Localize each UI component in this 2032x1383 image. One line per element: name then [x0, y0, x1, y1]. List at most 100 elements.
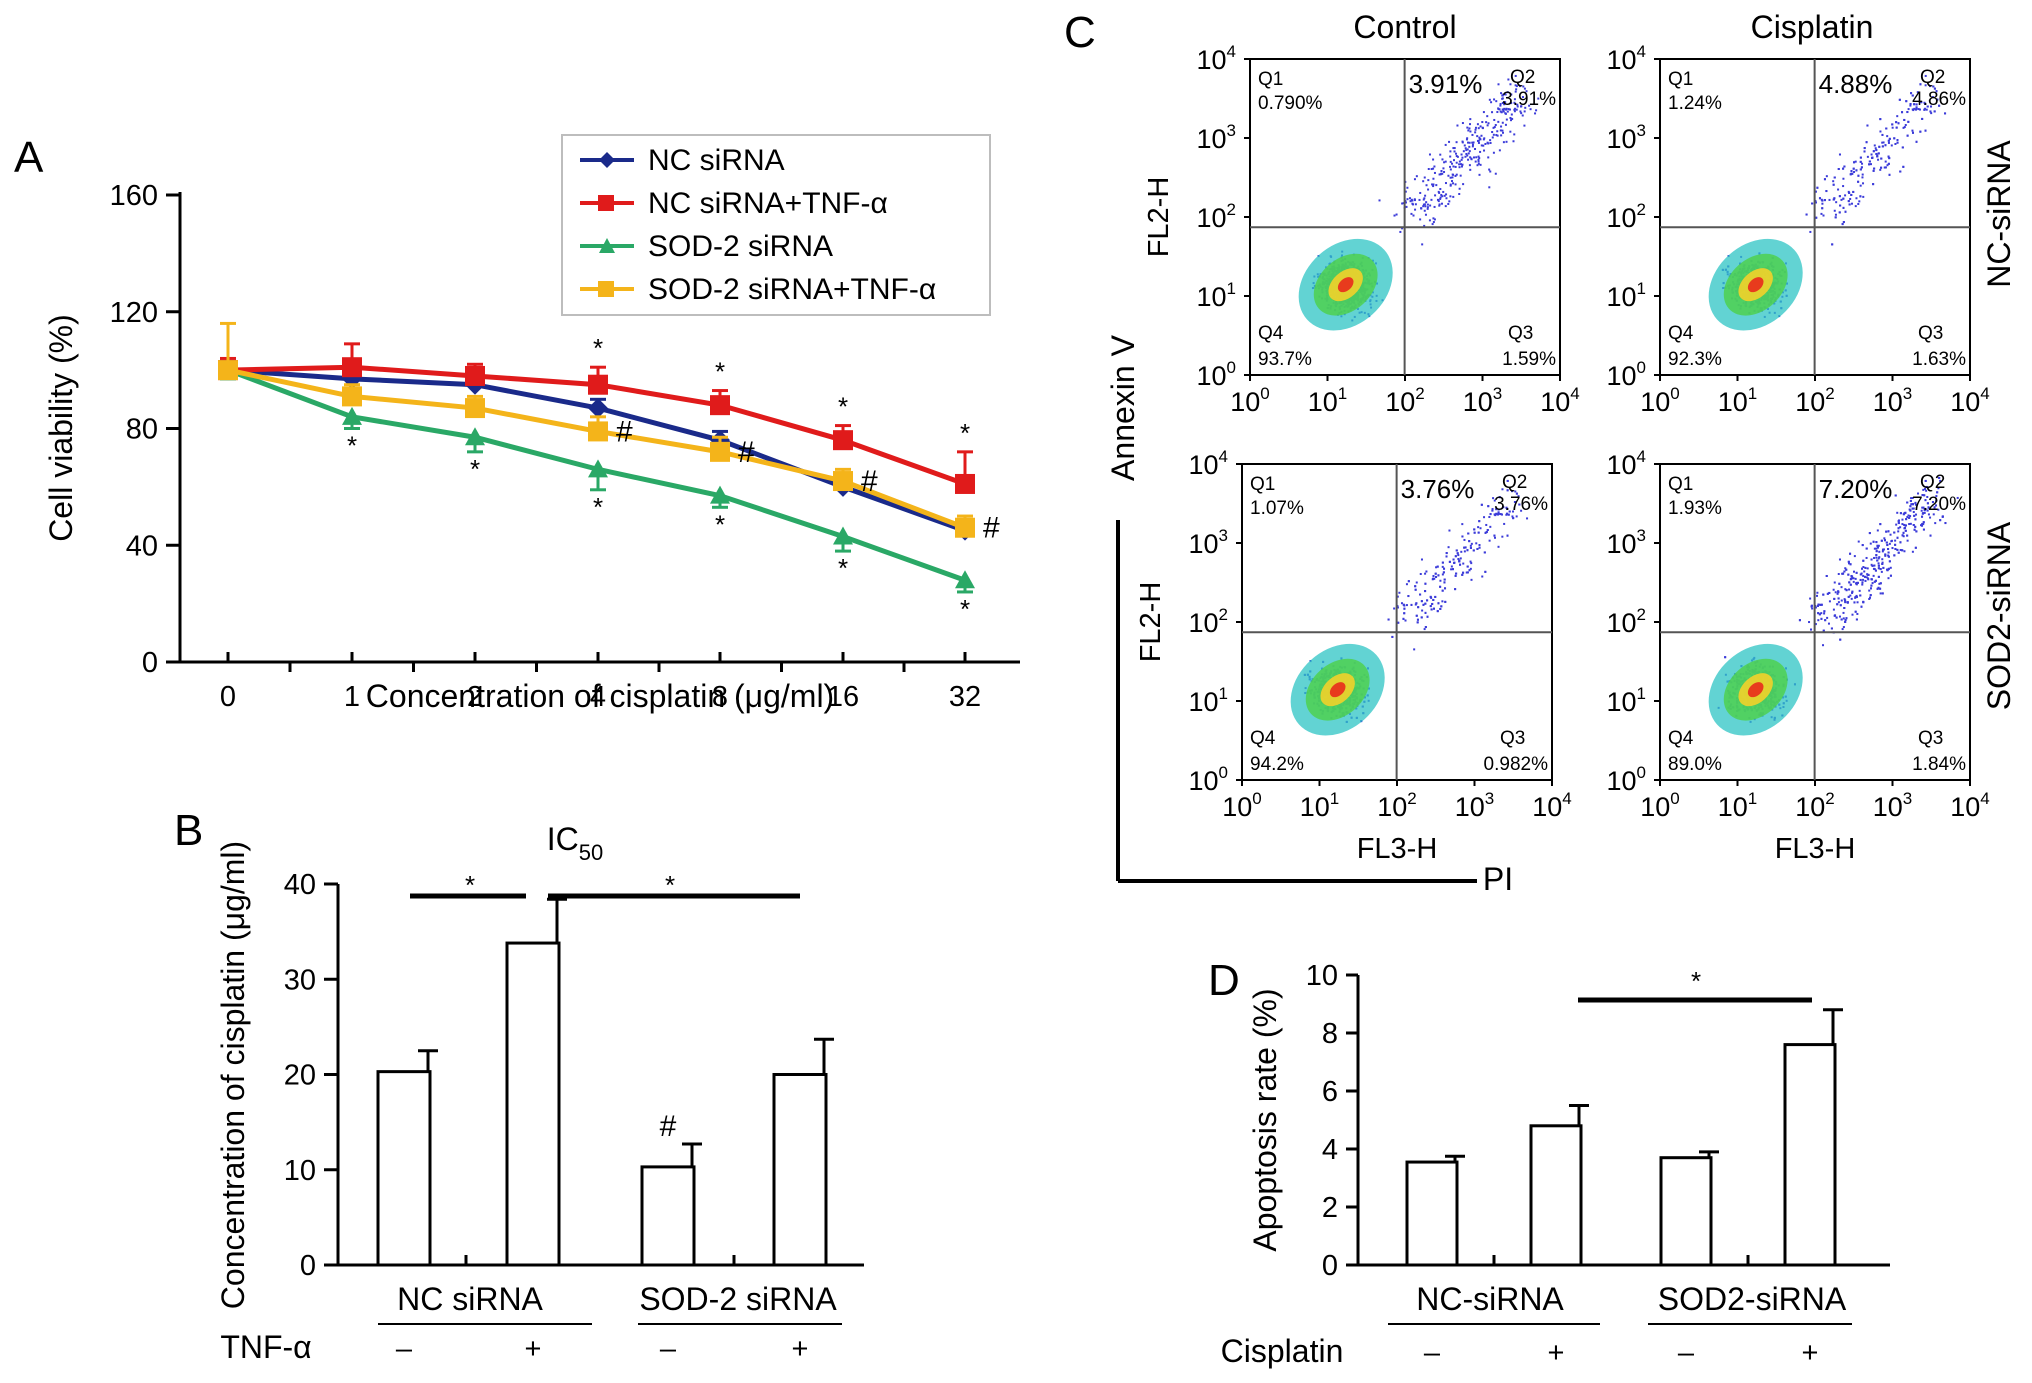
panel-c-event-dot — [1881, 145, 1884, 148]
panel-c-event-dot — [1853, 170, 1856, 173]
panel-c-event-dot — [1469, 546, 1472, 549]
panel-c-tick-exp: 4 — [1562, 789, 1571, 808]
panel-c-event-dot — [1470, 157, 1473, 160]
panel-c-event-dot — [1496, 130, 1499, 133]
panel-a-point — [588, 398, 608, 419]
panel-c-event-dot — [1879, 168, 1882, 171]
panel-c-event-dot — [1837, 168, 1840, 171]
panel-c-event-dot — [1484, 142, 1487, 145]
panel-c-event-dot — [1832, 608, 1835, 611]
panel-c-event-dot — [1883, 537, 1886, 540]
panel-a-legend-label: NC siRNA — [648, 144, 785, 177]
panel-c-event-dot — [1461, 523, 1464, 526]
panel-c-event-dot — [1452, 558, 1455, 561]
panel-c-event-dot — [1521, 114, 1524, 117]
panel-c-event-dot — [1821, 202, 1824, 205]
panel-c-event-dot — [1525, 90, 1528, 93]
panel-c-q4-value: 92.3% — [1668, 349, 1722, 370]
panel-c-x-tick-label: 102 — [1385, 384, 1425, 417]
panel-c-event-dot — [1509, 116, 1512, 119]
panel-c-event-dot — [1485, 523, 1488, 526]
panel-c-event-dot — [1433, 577, 1436, 580]
panel-c-event-dot — [1501, 94, 1504, 97]
panel-c-event-dot — [1426, 206, 1429, 209]
panel-c-x-tick-label: 103 — [1463, 384, 1503, 417]
panel-c-event-dot — [1504, 123, 1507, 126]
panel-b-y-tick-label: 10 — [284, 1155, 316, 1187]
panel-c-event-dot — [1841, 223, 1844, 226]
panel-a-hash: # — [861, 465, 878, 498]
panel-a-star: * — [593, 333, 603, 363]
panel-c-event-dot — [1422, 205, 1425, 208]
panel-c-event-dot — [1515, 108, 1518, 111]
panel-c-event-dot — [1482, 138, 1485, 141]
panel-c-event-dot — [1413, 648, 1416, 651]
panel-c-event-dot — [1429, 605, 1432, 608]
panel-c-event-dot — [1859, 184, 1862, 187]
panel-c-event-dot — [1460, 165, 1463, 168]
panel-c-event-dot — [1439, 607, 1442, 610]
panel-c-event-dot — [1428, 153, 1431, 156]
panel-b-treatment-sign: – — [660, 1333, 677, 1365]
panel-c-event-dot — [1920, 509, 1923, 512]
panel-c-event-dot — [1414, 588, 1417, 591]
panel-c-event-dot — [1832, 180, 1835, 183]
panel-c-event-dot — [1426, 207, 1429, 210]
panel-c-event-dot — [1455, 572, 1458, 575]
panel-c-event-dot — [1491, 131, 1494, 134]
panel-c-event-dot — [1480, 134, 1483, 137]
panel-c-event-dot — [1472, 549, 1475, 552]
panel-c-event-dot — [1423, 197, 1426, 200]
panel-c-event-dot — [1440, 605, 1443, 608]
panel-b-bar — [772, 1073, 828, 1267]
panel-c-event-dot — [1881, 550, 1884, 553]
panel-c-event-dot — [1432, 158, 1435, 161]
panel-c-event-dot — [1489, 170, 1492, 173]
panel-c-event-dot — [1491, 509, 1494, 512]
panel-c-q1-name: Q1 — [1258, 69, 1283, 90]
panel-c-event-dot — [1881, 558, 1884, 561]
panel-c-event-dot — [1937, 487, 1940, 490]
panel-c-event-dot — [1424, 572, 1427, 575]
panel-c-event-dot — [1461, 163, 1464, 166]
panel-c-density-core — [1747, 277, 1764, 293]
panel-c-event-dot — [1424, 205, 1427, 208]
panel-c-event-dot — [1477, 155, 1480, 158]
panel-c-event-dot — [1474, 128, 1477, 131]
panel-c-event-dot — [1868, 597, 1871, 600]
panel-c-event-dot — [1471, 143, 1474, 146]
panel-c-event-dot — [1478, 173, 1481, 176]
panel-c-event-dot — [1506, 479, 1509, 482]
panel-c-event-dot — [1521, 96, 1524, 99]
panel-c-event-dot — [1403, 612, 1406, 615]
panel-c-event-dot — [1459, 557, 1462, 560]
panel-c-y-tick-label: 104 — [1196, 42, 1236, 75]
panel-c-event-dot — [1816, 186, 1819, 189]
panel-c-event-dot — [1459, 174, 1462, 177]
panel-c-event-dot — [1862, 195, 1865, 198]
panel-c-event-dot — [1467, 532, 1470, 535]
panel-c-event-dot — [1519, 85, 1522, 88]
panel-c-event-dot — [1912, 109, 1915, 112]
panel-a-point — [218, 360, 238, 381]
panel-c-event-dot — [1895, 126, 1898, 129]
panel-c-event-dot — [1464, 546, 1467, 549]
panel-c-event-dot — [1451, 173, 1454, 176]
panel-c-event-dot — [1896, 139, 1899, 142]
panel-c-event-dot — [1414, 208, 1417, 211]
panel-c-event-dot — [1854, 205, 1857, 208]
panel-c-event-dot — [1870, 153, 1873, 156]
panel-c-event-dot — [1462, 150, 1465, 153]
panel-c-event-dot — [1473, 531, 1476, 534]
panel-a-point — [710, 441, 730, 462]
panel-c-event-dot — [1859, 168, 1862, 171]
panel-c-event-dot — [1837, 601, 1840, 604]
panel-c-event-dot — [1495, 512, 1498, 515]
panel-c-event-dot — [1933, 110, 1936, 113]
panel-c-event-dot — [1444, 587, 1447, 590]
panel-c-event-dot — [1500, 125, 1503, 128]
panel-c-event-dot — [1919, 83, 1922, 86]
panel-c-event-dot — [1506, 512, 1509, 515]
panel-c-event-dot — [1827, 622, 1830, 625]
panel-c-y-tick-label: 102 — [1188, 605, 1228, 638]
